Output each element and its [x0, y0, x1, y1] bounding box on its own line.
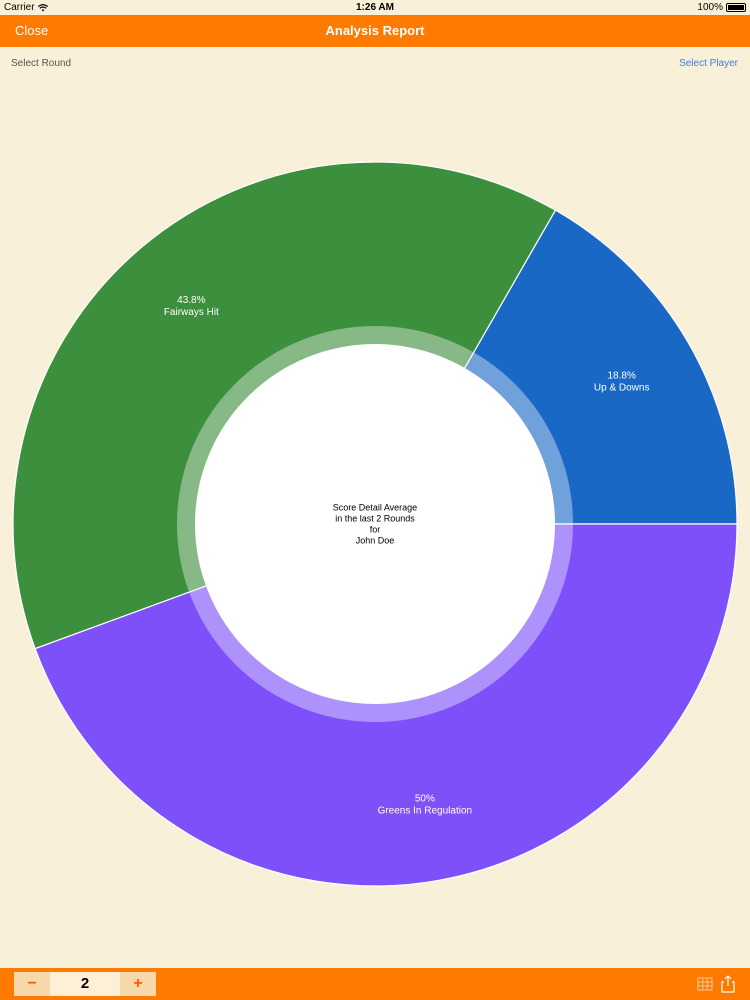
slice-label-greens-in-regulation: 50% Greens In Regulation	[378, 794, 473, 817]
select-player-button[interactable]: Select Player	[679, 58, 738, 69]
slice-name-label: Greens In Regulation	[378, 806, 473, 817]
slice-name-label: Fairways Hit	[164, 307, 219, 318]
battery-icon	[726, 3, 746, 12]
slice-percent-label: 50%	[415, 794, 435, 805]
carrier-label: Carrier	[4, 2, 35, 13]
grid-icon[interactable]	[695, 974, 715, 994]
status-bar: Carrier 1:26 AM 100%	[0, 0, 750, 15]
round-stepper: − 2 +	[14, 972, 156, 996]
status-left: Carrier	[4, 2, 48, 13]
slice-percent-label: 18.8%	[608, 370, 636, 381]
center-label: Score Detail Average in the last 2 Rounds…	[333, 503, 417, 546]
battery-percent: 100%	[697, 2, 723, 13]
select-round-button[interactable]: Select Round	[11, 58, 72, 69]
slice-percent-label: 43.8%	[177, 295, 205, 306]
close-button[interactable]: Close	[15, 23, 49, 38]
center-label-line: for	[370, 525, 381, 535]
round-count-value: 2	[50, 972, 120, 996]
slice-label-up-downs: 18.8% Up & Downs	[594, 370, 650, 393]
nav-bar: Close Analysis Report	[0, 15, 750, 47]
bottom-toolbar: − 2 +	[0, 968, 750, 1000]
center-label-line: Score Detail Average	[333, 503, 417, 513]
center-label-line: in the last 2 Rounds	[335, 514, 415, 524]
slice-greens-in-regulation[interactable]	[34, 523, 738, 887]
share-icon[interactable]	[718, 974, 738, 994]
status-right: 100%	[697, 2, 746, 13]
donut-chart: 18.8% Up & Downs 43.8% Fairways Hit 50% Green…	[12, 161, 738, 887]
slice-label-fairways-hit: 43.8% Fairways Hit	[164, 295, 219, 318]
donut-hole	[195, 344, 555, 704]
page-title: Analysis Report	[325, 23, 425, 38]
slice-name-label: Up & Downs	[594, 382, 650, 393]
increment-button[interactable]: +	[120, 972, 156, 996]
wifi-icon	[37, 3, 48, 11]
center-label-line: John Doe	[356, 536, 395, 546]
status-time: 1:26 AM	[356, 2, 394, 13]
decrement-button[interactable]: −	[14, 972, 50, 996]
